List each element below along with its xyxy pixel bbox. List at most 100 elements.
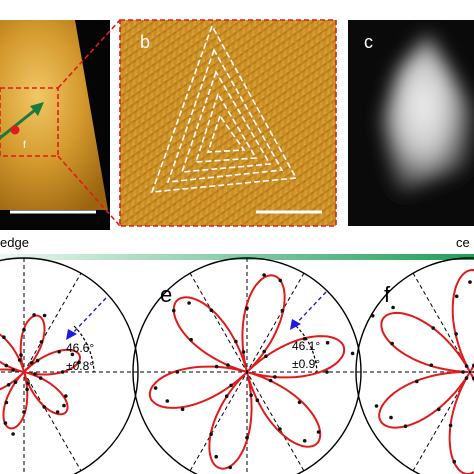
data-point — [268, 378, 273, 383]
data-point — [224, 394, 229, 399]
data-point — [452, 459, 457, 464]
panel-b-image — [120, 20, 336, 226]
panel-d-blue-arrow — [69, 297, 107, 337]
data-point — [77, 360, 81, 365]
data-point — [64, 394, 68, 398]
data-point — [214, 454, 218, 459]
data-point — [70, 352, 75, 357]
gradient-bar: edge ce — [0, 235, 474, 260]
panel-d: 46.6° ±0.8° — [0, 257, 139, 474]
panel-f: f — [355, 257, 474, 474]
panel-a-marker-dot — [10, 125, 20, 135]
data-point — [350, 351, 355, 356]
panel-c-emission-map — [382, 32, 474, 198]
data-point — [42, 313, 47, 318]
data-point — [316, 430, 321, 434]
data-point — [39, 340, 44, 344]
data-point — [431, 326, 436, 330]
data-point — [454, 332, 458, 336]
data-point — [32, 313, 36, 317]
data-point — [25, 387, 29, 392]
arrowhead-icon — [30, 102, 44, 116]
data-point — [22, 410, 26, 414]
data-point — [42, 405, 46, 409]
data-point — [302, 439, 307, 443]
data-point — [187, 301, 191, 305]
data-point — [35, 358, 40, 363]
data-point — [325, 370, 329, 374]
data-point — [262, 349, 267, 354]
panel-c: c — [348, 20, 474, 226]
arrowhead-icon — [290, 319, 301, 330]
zoom-connector-top — [57, 19, 121, 89]
data-point — [55, 410, 60, 414]
data-point — [415, 379, 419, 384]
panel-e: e 46.1° ±0.9° — [132, 257, 362, 474]
data-point — [245, 435, 249, 440]
panel-d-angle-arc — [73, 325, 95, 373]
panel-b-label: b — [140, 32, 150, 52]
data-point — [241, 350, 246, 354]
panel-a-green-arrow — [0, 104, 41, 140]
data-point — [17, 358, 22, 362]
data-point — [11, 368, 15, 372]
gradient-bar-strip — [0, 254, 474, 260]
panel-a-marker-label: f — [23, 140, 26, 151]
data-point — [325, 340, 330, 345]
data-point — [245, 306, 249, 311]
data-point — [390, 341, 394, 346]
panel-d-data-points — [2, 313, 81, 436]
data-point — [229, 383, 233, 388]
data-point — [403, 424, 408, 429]
data-point — [175, 370, 180, 374]
data-point — [13, 380, 18, 385]
data-point — [4, 400, 9, 405]
data-point — [172, 308, 176, 313]
data-point — [26, 381, 30, 386]
data-point — [189, 337, 193, 342]
spiral-trace — [150, 24, 298, 193]
panel-a-crystal — [0, 20, 108, 210]
data-point — [249, 393, 253, 398]
data-point — [19, 353, 23, 357]
data-point — [448, 423, 453, 428]
data-point — [29, 361, 34, 365]
panel-f-label: f — [384, 282, 391, 307]
panel-e-angle-error: ±0.9° — [292, 357, 320, 371]
data-point — [280, 308, 285, 313]
gradient-bar-left-label: edge — [0, 235, 29, 250]
data-point — [6, 383, 11, 387]
data-point — [273, 375, 277, 379]
data-point — [437, 407, 441, 412]
arrowhead-icon — [66, 329, 77, 340]
panel-b: b — [119, 19, 337, 227]
panel-c-label: c — [364, 32, 373, 52]
data-point — [153, 386, 158, 390]
data-point — [278, 278, 283, 283]
data-point — [389, 415, 393, 420]
gradient-bar-right-label: ce — [456, 235, 470, 250]
panel-e-angle-arc — [295, 325, 318, 373]
data-point — [3, 421, 8, 425]
data-point — [226, 363, 230, 367]
data-point — [464, 376, 469, 380]
panel-e-data-points — [153, 273, 355, 470]
data-point — [228, 465, 232, 470]
data-point — [374, 404, 379, 408]
data-point — [11, 432, 15, 436]
panel-e-fit-curve — [148, 274, 346, 470]
data-point — [464, 364, 469, 368]
data-point — [165, 399, 170, 403]
data-point — [278, 427, 282, 431]
data-point — [33, 372, 37, 376]
panel-e-blue-arrow — [293, 291, 327, 327]
data-point — [370, 314, 375, 318]
data-point — [264, 354, 268, 359]
data-point — [62, 403, 66, 408]
panel-e-label: e — [160, 282, 172, 307]
data-point — [429, 363, 434, 368]
data-point — [180, 407, 185, 412]
data-point — [2, 335, 6, 340]
data-point — [262, 273, 266, 277]
